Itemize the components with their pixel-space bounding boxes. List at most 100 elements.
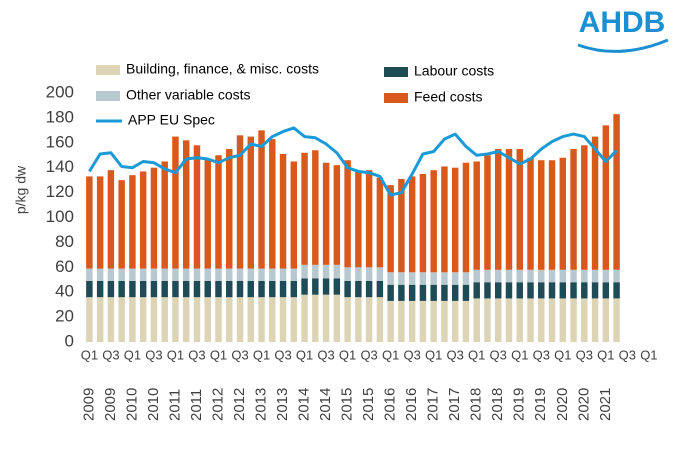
x-group-label: 2020 [575,388,592,421]
bar-segment [451,272,459,285]
bar-segment [129,175,136,269]
x-tick-label: Q3 [317,347,334,362]
x-group-label: 2010 [123,388,140,421]
bar-segment [161,280,168,298]
x-tick-label: Q3 [490,347,507,362]
bar-segment [376,177,384,268]
x-group-label: 2018 [468,388,485,421]
bar-segment [570,149,577,270]
bar-segment [462,162,470,273]
x-tick-label: Q1 [253,347,270,362]
x-group-label: 2017 [446,388,463,421]
bar-segment [451,284,459,301]
bar-segment [451,300,459,342]
bar-segment [613,298,620,342]
y-tick-label: 40 [55,282,74,301]
x-tick-label: Q1 [511,347,528,362]
bar-segment [258,268,265,281]
bar-segment [258,297,265,342]
y-tick-label: 180 [46,107,74,126]
bar-segment [301,152,308,265]
bar-segment [591,136,599,270]
bar-segment [172,297,179,342]
bar-segment [118,297,125,342]
bar-segment [161,268,168,281]
bar-segment [118,280,125,298]
bar-segment [365,297,373,342]
bar-segment [591,298,599,342]
bar-segment [139,268,147,281]
bar-segment [602,282,610,299]
bar-segment [236,297,244,342]
x-tick-label: Q3 [231,347,248,362]
x-tick-label: Q3 [360,347,377,362]
bar-segment [355,280,362,298]
bar-segment [591,269,599,283]
bar-segment [441,166,448,273]
logo-swoosh [577,38,669,53]
bar-segment [312,150,319,265]
legend-label: Labour costs [414,63,494,79]
bar-segment [419,284,427,301]
bar-segment [527,269,534,283]
bar-segment [139,297,147,342]
bar-segment [322,278,330,295]
bar-segment [182,297,190,342]
bar-segment [559,269,567,283]
bar-segment [505,269,513,283]
logo: AHDB [577,6,669,53]
x-tick-label: Q1 [468,347,485,362]
bar-segment [602,298,610,342]
bar-segment [96,176,104,269]
bar-segment [484,298,491,342]
bar-segment [355,171,362,268]
x-group-label: 2019 [511,388,528,421]
x-tick-label: Q1 [339,347,356,362]
bar-segment [161,161,168,269]
bar-segment [538,160,545,270]
bar-segment [193,268,201,281]
bar-segment [333,278,341,295]
bar-segment [559,282,567,299]
bar-segment [322,162,330,265]
bar-segment [613,114,620,270]
x-tick-label: Q1 [382,347,399,362]
bar-segment [129,268,136,281]
x-tick-label: Q3 [102,347,119,362]
x-group-label: 2009 [102,388,119,421]
y-axis-label: p/kg dw [13,165,29,214]
bar-segment [387,272,394,285]
bar-segment [398,300,405,342]
logo-text: AHDB [579,6,666,39]
bar-segment [613,282,620,299]
x-group-label: 2011 [166,389,183,421]
bar-segment [107,280,115,298]
bar-segment [419,272,427,285]
bar-segment [247,268,254,281]
bar-segment [387,300,394,342]
bar-segment [139,171,147,269]
bar-segment [516,282,523,299]
bar-segment [86,176,93,269]
bar-segment [322,264,330,279]
bar-segment [581,145,588,270]
x-group-label: 2021 [597,388,614,421]
bar-segment [322,294,330,342]
bar-segment [236,268,244,281]
y-tick-label: 120 [46,182,74,201]
bar-segment [419,173,427,273]
bar-segment [129,280,136,298]
x-tick-label: Q1 [210,347,227,362]
x-tick-label: Q3 [447,347,464,362]
bar-segment [548,160,556,270]
bar-segment [290,297,298,342]
bar-segment [462,284,470,301]
bar-segment [559,157,567,270]
bar-segment [118,268,125,281]
bar-segment [473,161,480,270]
bar-segment [398,272,405,285]
bar-segment [182,280,190,298]
bar-segment [462,272,470,285]
bar-segment [193,145,201,269]
x-tick-label: Q1 [597,347,614,362]
